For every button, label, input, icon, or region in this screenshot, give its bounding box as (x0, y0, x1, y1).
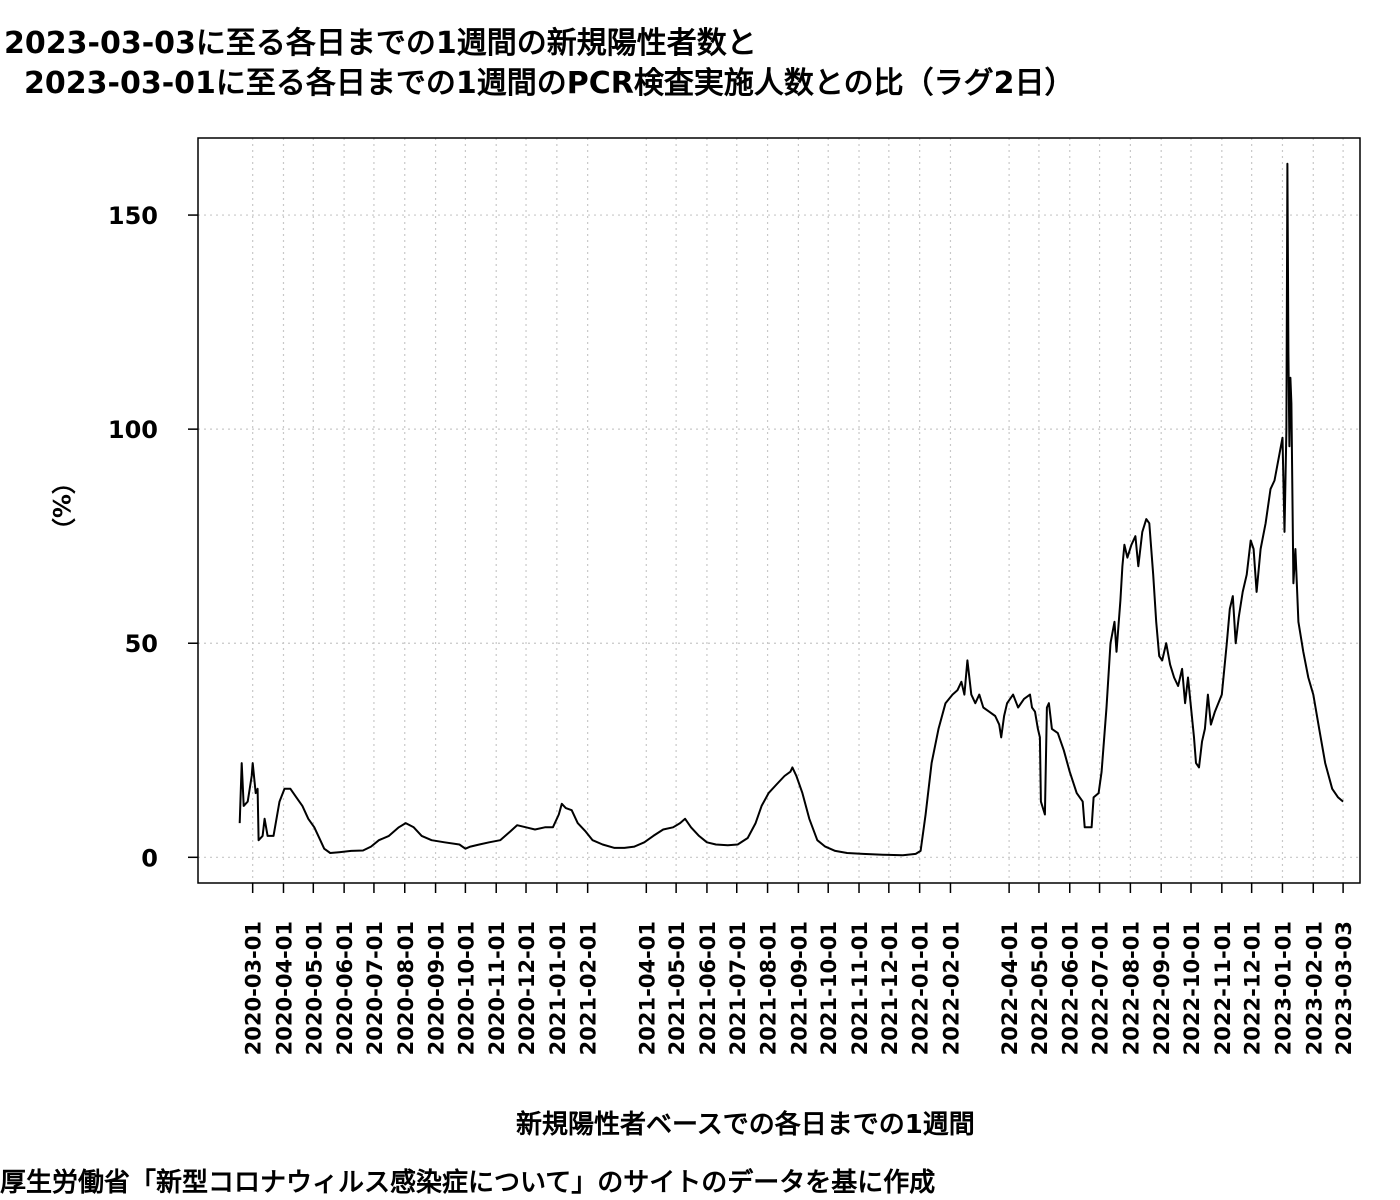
x-tick-label: 2022-09-01 (1150, 921, 1174, 1055)
x-tick-label: 2020-04-01 (272, 921, 296, 1055)
x-tick-label: 2021-05-01 (665, 921, 689, 1055)
source-note: 厚生労働省「新型コロナウィルス感染症について」のサイトのデータを基に作成 (0, 1168, 936, 1198)
x-tick-label: 2022-06-01 (1059, 921, 1083, 1055)
x-tick-label: 2020-05-01 (302, 921, 326, 1055)
x-tick-label: 2020-12-01 (515, 921, 539, 1055)
x-tick-label: 2022-05-01 (1028, 921, 1052, 1055)
x-tick-label: 2022-04-01 (998, 921, 1022, 1055)
x-tick-label: 2021-07-01 (726, 921, 750, 1055)
x-tick-label: 2022-02-01 (939, 921, 963, 1055)
x-tick-label: 2020-08-01 (394, 921, 418, 1055)
x-tick-label: 2021-09-01 (787, 921, 811, 1055)
x-tick-label: 2023-02-01 (1302, 921, 1326, 1055)
y-axis-label: （%） (47, 470, 75, 543)
x-tick-label: 2022-11-01 (1211, 921, 1235, 1055)
x-axis: 2020-03-01 2020-04-01 2020-05-01 2020-06-01… (242, 883, 1356, 1055)
x-tick-label: 2021-06-01 (696, 921, 720, 1055)
x-tick-label: 2021-10-01 (817, 921, 841, 1055)
grid-lines (198, 138, 1360, 883)
x-tick-label: 2020-03-01 (242, 921, 266, 1055)
x-tick-label: 2022-12-01 (1241, 921, 1265, 1055)
chart-title-line-2: 2023-03-01に至る各日までの1週間のPCR検査実施人数との比（ラグ2日） (24, 66, 1075, 101)
x-tick-label: 2021-02-01 (577, 921, 601, 1055)
x-tick-label: 2022-07-01 (1089, 921, 1113, 1055)
x-tick-label: 2020-11-01 (485, 921, 509, 1055)
series-line (238, 162, 1344, 857)
x-tick-label: 2020-10-01 (454, 921, 478, 1055)
x-axis-label: 新規陽性者ベースでの各日までの1週間 (516, 1110, 975, 1140)
x-tick-label: 2022-01-01 (909, 921, 933, 1055)
x-tick-label: 2023-03-03 (1332, 921, 1356, 1055)
plot-frame (197, 137, 1361, 884)
y-tick-label: 150 (108, 202, 158, 230)
y-axis: 0 50 100 150 (108, 202, 198, 872)
x-tick-label: 2021-01-01 (546, 921, 570, 1055)
x-tick-label: 2022-08-01 (1119, 921, 1143, 1055)
x-tick-label: 2021-12-01 (878, 921, 902, 1055)
y-tick-label: 100 (108, 416, 158, 444)
x-tick-label: 2021-11-01 (848, 921, 872, 1055)
x-tick-label: 2022-10-01 (1180, 921, 1204, 1055)
x-tick-label: 2023-01-01 (1271, 921, 1295, 1055)
x-tick-label: 2020-06-01 (333, 921, 357, 1055)
y-tick-label: 0 (141, 844, 158, 872)
y-tick-label: 50 (125, 630, 158, 658)
x-tick-label: 2020-07-01 (363, 921, 387, 1055)
series-group (238, 162, 1344, 857)
chart-title-line-1: 2023-03-03に至る各日までの1週間の新規陽性者数と (4, 26, 757, 61)
x-tick-label: 2020-09-01 (425, 921, 449, 1055)
x-tick-label: 2021-08-01 (757, 921, 781, 1055)
x-tick-label: 2021-04-01 (635, 921, 659, 1055)
